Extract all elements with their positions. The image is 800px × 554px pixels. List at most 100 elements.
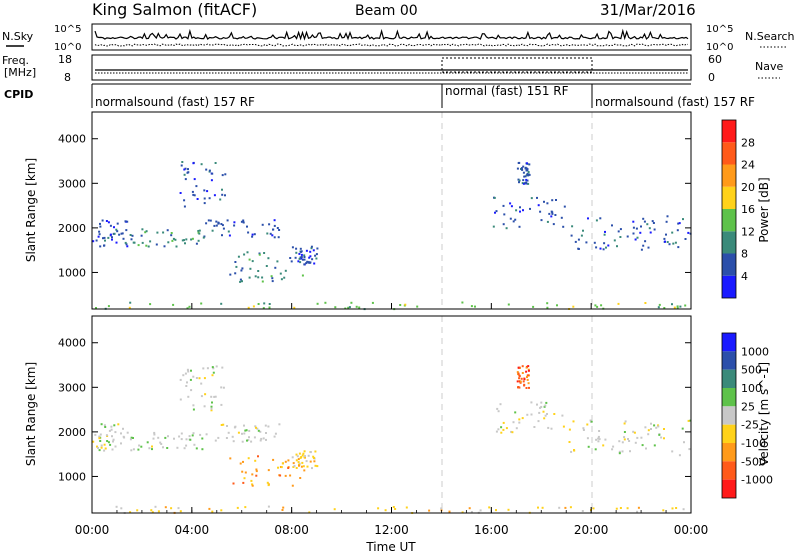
scatter-cell (371, 301, 374, 304)
scatter-cell (284, 460, 287, 463)
scatter-cell (653, 228, 656, 231)
scatter-cell (263, 252, 266, 254)
scatter-cell (206, 367, 209, 370)
y-tick-label: 2000 (58, 222, 86, 235)
scatter-cell (151, 511, 154, 514)
scatter-cell (640, 248, 643, 251)
scatter-cell (206, 190, 209, 193)
scatter-cell (186, 381, 188, 384)
scatter-cell (124, 220, 127, 223)
scatter-cell (200, 382, 203, 385)
scatter-cell (222, 227, 225, 230)
scatter-cell (185, 444, 188, 447)
scatter-cell (525, 366, 528, 369)
scatter-cell (537, 420, 540, 423)
scatter-cell (112, 440, 114, 443)
scatter-cell (524, 167, 527, 170)
nsky-tick-top: 10^5 (54, 24, 81, 35)
scatter-cell (301, 274, 304, 277)
time-axis: 00:00 04:00 08:00 12:00 16:00 20:00 00:00 (75, 303, 708, 537)
scatter-cell (248, 276, 251, 279)
colorbar-swatch (722, 369, 736, 388)
scatter-cell (664, 240, 666, 243)
y-tick-label: 1000 (58, 470, 86, 483)
scatter-cell (132, 437, 134, 439)
scatter-cell (537, 204, 540, 207)
scatter-cell (251, 235, 254, 238)
scatter-cell (183, 199, 186, 202)
scatter-cell (619, 236, 622, 238)
scatter-cell (113, 232, 116, 235)
scatter-cell (251, 473, 254, 476)
scatter-cell (510, 205, 513, 208)
scatter-cell (240, 220, 243, 223)
scatter-cell (582, 429, 585, 431)
scatter-cell (293, 306, 296, 309)
scatter-cell (512, 220, 515, 223)
colorbar-swatch (722, 443, 736, 462)
scatter-cell (302, 452, 305, 455)
scatter-cell (304, 455, 306, 458)
scatter-cell (561, 414, 564, 417)
scatter-cell (554, 214, 557, 216)
colorbar-tick-label: 1000 (741, 345, 769, 358)
scatter-cell (243, 477, 246, 480)
scatter-cell (298, 452, 301, 455)
scatter-cell (497, 410, 500, 413)
scatter-cell (195, 447, 198, 450)
scatter-cell (521, 365, 524, 368)
scatter-cell (221, 174, 224, 177)
scatter-cell (522, 179, 525, 182)
scatter-cell (314, 464, 317, 467)
scatter-cell (291, 484, 294, 487)
beam-title: Beam 00 (355, 3, 418, 19)
scatter-cell (244, 506, 247, 509)
scatter-cell (247, 439, 250, 442)
scatter-cell (518, 366, 521, 369)
scatter-cell (663, 428, 665, 430)
scatter-cell (518, 225, 521, 228)
scatter-cell (300, 253, 303, 256)
scatter-cell (308, 511, 311, 514)
scatter-cell (687, 419, 690, 422)
scatter-cell (122, 435, 125, 438)
scatter-cell (663, 307, 666, 309)
scatter-cell (178, 435, 181, 438)
scatter-cell (148, 447, 151, 450)
power-plot-area (92, 112, 691, 309)
scatter-cell (130, 436, 133, 439)
scatter-cell (488, 506, 491, 509)
scatter-cell (111, 236, 113, 239)
scatter-cell (95, 239, 98, 242)
scatter-cell (193, 178, 196, 181)
scatter-cell (149, 303, 152, 306)
scatter-cell (200, 395, 203, 398)
scatter-cell (101, 219, 104, 222)
scatter-cell (461, 511, 464, 514)
scatter-cell (250, 479, 253, 482)
scatter-cell (297, 461, 300, 464)
scatter-cell (198, 377, 201, 380)
x-tick-label: 08:00 (274, 523, 309, 537)
scatter-cell (189, 438, 192, 441)
scatter-cell (120, 432, 122, 435)
scatter-cell (203, 235, 206, 238)
scatter-cell (234, 261, 237, 263)
scatter-cell (257, 276, 260, 279)
scatter-cell (242, 221, 245, 224)
scatter-cell (507, 508, 510, 511)
scatter-cell (299, 247, 302, 250)
scatter-cell (205, 433, 208, 436)
scatter-cell (663, 237, 666, 240)
scatter-cell (122, 427, 124, 430)
scatter-cell (279, 272, 282, 275)
scatter-cell (114, 431, 117, 434)
scatter-cell (213, 224, 216, 227)
scatter-cell (313, 460, 316, 463)
scatter-cell (183, 205, 186, 208)
scatter-cell (107, 236, 110, 239)
scatter-cell (558, 506, 561, 509)
scatter-cell (315, 257, 318, 260)
scatter-cell (170, 507, 173, 510)
scatter-cell (292, 462, 295, 465)
